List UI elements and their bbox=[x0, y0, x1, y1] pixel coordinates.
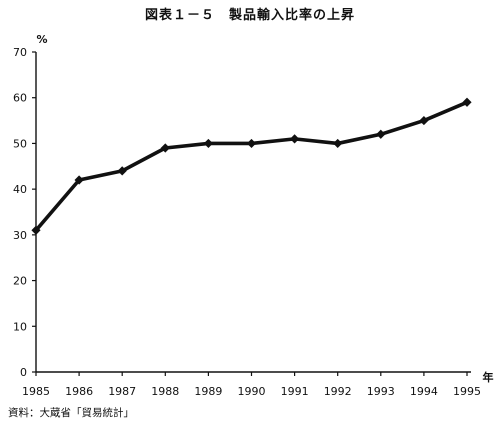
data-point-marker bbox=[290, 134, 300, 144]
source-note: 資料：大蔵省「貿易統計」 bbox=[8, 406, 134, 419]
x-tick-label: 1988 bbox=[151, 385, 179, 398]
data-point-marker bbox=[117, 166, 127, 176]
x-tick-label: 1986 bbox=[65, 385, 93, 398]
chart-title: 図表１－５ 製品輸入比率の上昇 bbox=[145, 7, 355, 23]
y-tick-label: 70 bbox=[13, 46, 27, 59]
y-tick-label: 40 bbox=[13, 183, 27, 196]
series-line bbox=[34, 100, 469, 233]
data-point-marker bbox=[160, 143, 170, 153]
data-point-marker bbox=[246, 138, 257, 149]
x-tick-label: 1993 bbox=[367, 385, 395, 398]
data-point-marker bbox=[333, 138, 343, 149]
y-tick-label: 50 bbox=[13, 137, 27, 150]
data-point-marker bbox=[462, 97, 472, 107]
x-tick-label: 1994 bbox=[410, 385, 438, 398]
x-axis-unit-label: 年 bbox=[483, 370, 494, 384]
y-tick-label: 0 bbox=[20, 366, 27, 379]
y-tick-label: 10 bbox=[13, 320, 27, 333]
y-tick-label: 20 bbox=[13, 275, 27, 288]
series-layer bbox=[31, 97, 472, 235]
x-tick-label: 1989 bbox=[194, 385, 222, 398]
x-tick-label: 1991 bbox=[281, 385, 309, 398]
axes: 0 10 20 30 40 50 60 70 1985 1986 1987 1988 1989 1990 1… bbox=[13, 46, 481, 398]
x-tick-label: 1995 bbox=[453, 385, 481, 398]
data-point-marker bbox=[74, 175, 84, 185]
x-tick-label: 1987 bbox=[108, 385, 136, 398]
data-point-marker bbox=[31, 225, 41, 235]
y-axis-unit-label: % bbox=[36, 33, 47, 46]
y-tick-label: 60 bbox=[13, 92, 27, 105]
x-tick-label: 1985 bbox=[22, 385, 50, 398]
x-tick-label: 1990 bbox=[238, 385, 266, 398]
data-point-marker bbox=[203, 138, 213, 149]
data-point-marker bbox=[376, 129, 386, 139]
x-tick-label: 1992 bbox=[324, 385, 352, 398]
data-point-marker bbox=[419, 115, 429, 126]
y-tick-label: 30 bbox=[13, 229, 27, 242]
